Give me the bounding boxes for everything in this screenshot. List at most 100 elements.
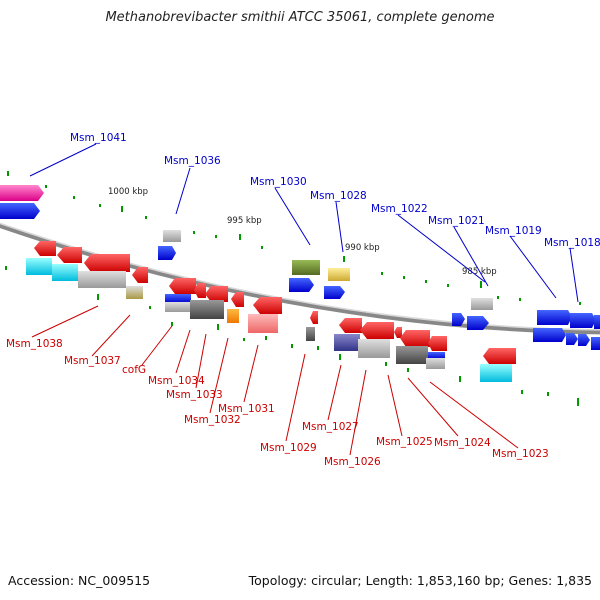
leader-line xyxy=(274,187,311,246)
gene-arrow[interactable] xyxy=(34,241,56,256)
leader-line xyxy=(407,377,459,437)
gene-label[interactable]: Msm_1033 xyxy=(166,389,223,401)
gene-label[interactable]: Msm_1034 xyxy=(148,375,205,387)
gene-block[interactable] xyxy=(78,271,126,288)
gene-label[interactable]: Msm_1025 xyxy=(376,436,433,448)
gene-label[interactable]: Msm_1029 xyxy=(260,442,317,454)
leader-line xyxy=(175,167,191,215)
gene-label[interactable]: Msm_1023 xyxy=(492,448,549,460)
gene-arrow[interactable] xyxy=(467,316,489,330)
gene-arrow[interactable] xyxy=(231,292,244,307)
gene-block[interactable] xyxy=(190,300,224,319)
gene-label[interactable]: Msm_1022 xyxy=(371,203,428,215)
gene-label[interactable]: Msm_1038 xyxy=(6,338,63,350)
gene-label[interactable]: Msm_1019 xyxy=(485,225,542,237)
gene-block[interactable] xyxy=(480,364,512,382)
gene-block[interactable] xyxy=(426,358,445,369)
gene-arrow[interactable] xyxy=(310,311,318,324)
gene-block[interactable] xyxy=(396,346,428,364)
leader-line xyxy=(141,325,173,366)
gene-block[interactable] xyxy=(471,298,493,310)
gene-arrow[interactable] xyxy=(452,313,465,326)
leader-line xyxy=(29,143,97,177)
gene-arrow[interactable] xyxy=(537,310,572,325)
leader-line xyxy=(397,214,486,283)
gene-block[interactable] xyxy=(358,339,390,358)
scale-label: 985 kbp xyxy=(462,267,497,277)
gene-arrow[interactable] xyxy=(400,330,430,347)
gene-label[interactable]: Msm_1037 xyxy=(64,355,121,367)
gene-arrow[interactable] xyxy=(205,286,228,302)
gene-arrow[interactable] xyxy=(428,336,447,351)
gene-block[interactable] xyxy=(126,286,143,299)
gene-label[interactable]: Msm_1026 xyxy=(324,456,381,468)
gene-arrow[interactable] xyxy=(84,254,130,272)
leader-line xyxy=(349,369,367,456)
gene-label[interactable]: Msm_1018 xyxy=(544,237,600,249)
gene-arrow[interactable] xyxy=(253,297,282,314)
leader-line xyxy=(243,344,259,403)
gene-block[interactable] xyxy=(328,268,350,281)
gene-block[interactable] xyxy=(594,315,600,329)
leader-line xyxy=(569,247,579,303)
gene-block[interactable] xyxy=(306,327,315,341)
gene-label[interactable]: Msm_1036 xyxy=(164,155,221,167)
map-title: Methanobrevibacter smithii ATCC 35061, c… xyxy=(105,10,495,25)
gene-arrow[interactable] xyxy=(483,348,516,364)
gene-label[interactable]: Msm_1021 xyxy=(428,215,485,227)
upper-genes xyxy=(0,185,600,350)
leader-line xyxy=(387,374,403,437)
gene-label[interactable]: Msm_1032 xyxy=(184,414,241,426)
gene-block[interactable] xyxy=(165,302,191,312)
scale-label: 995 kbp xyxy=(227,216,262,226)
gene-label[interactable]: Msm_1031 xyxy=(218,403,275,415)
gene-arrow[interactable] xyxy=(0,203,40,219)
leader-line xyxy=(327,364,342,421)
leader-line xyxy=(509,235,557,299)
gene-label[interactable]: cofG xyxy=(122,364,146,376)
gene-arrow[interactable] xyxy=(339,318,362,333)
gene-arrow[interactable] xyxy=(360,322,394,339)
gene-arrow[interactable] xyxy=(324,286,345,299)
gene-label[interactable]: Msm_1024 xyxy=(434,437,491,449)
gene-block[interactable] xyxy=(248,314,278,333)
gene-arrow[interactable] xyxy=(533,328,566,342)
gene-block[interactable] xyxy=(163,230,181,242)
gene-arrow[interactable] xyxy=(57,247,82,263)
gene-block[interactable] xyxy=(591,337,600,350)
gene-block[interactable] xyxy=(165,294,191,303)
scale-ticks-upper xyxy=(7,171,581,305)
gene-label[interactable]: Msm_1027 xyxy=(302,421,359,433)
leader-line xyxy=(91,314,131,357)
gene-arrow[interactable] xyxy=(132,267,148,283)
topology-text: Topology: circular; Length: 1,853,160 bp… xyxy=(248,573,592,588)
gene-block[interactable] xyxy=(227,309,239,323)
gene-arrow[interactable] xyxy=(570,313,596,328)
gene-arrow[interactable] xyxy=(394,327,402,338)
gene-block[interactable] xyxy=(428,352,445,359)
gene-label[interactable]: Msm_1028 xyxy=(310,190,367,202)
lower-leaders xyxy=(31,305,519,456)
leader-line xyxy=(209,337,229,414)
gene-label[interactable]: Msm_1030 xyxy=(250,176,307,188)
leader-line xyxy=(285,353,306,442)
gene-arrow[interactable] xyxy=(566,333,578,345)
gene-arrow[interactable] xyxy=(158,246,176,260)
leader-line xyxy=(175,329,191,374)
scale-label: 1000 kbp xyxy=(108,187,148,197)
leader-line xyxy=(195,333,207,389)
upper-leaders xyxy=(29,143,579,303)
gene-block[interactable] xyxy=(52,264,78,281)
gene-arrow[interactable] xyxy=(578,334,590,346)
gene-arrow[interactable] xyxy=(0,185,44,201)
gene-block[interactable] xyxy=(292,260,320,275)
gene-block[interactable] xyxy=(334,334,360,351)
gene-label[interactable]: Msm_1041 xyxy=(70,132,127,144)
gene-block[interactable] xyxy=(26,258,52,275)
lower-genes xyxy=(26,241,516,382)
gene-arrow[interactable] xyxy=(194,283,206,298)
gene-arrow[interactable] xyxy=(169,278,196,294)
gene-arrow[interactable] xyxy=(289,278,314,292)
leader-line xyxy=(31,305,99,338)
